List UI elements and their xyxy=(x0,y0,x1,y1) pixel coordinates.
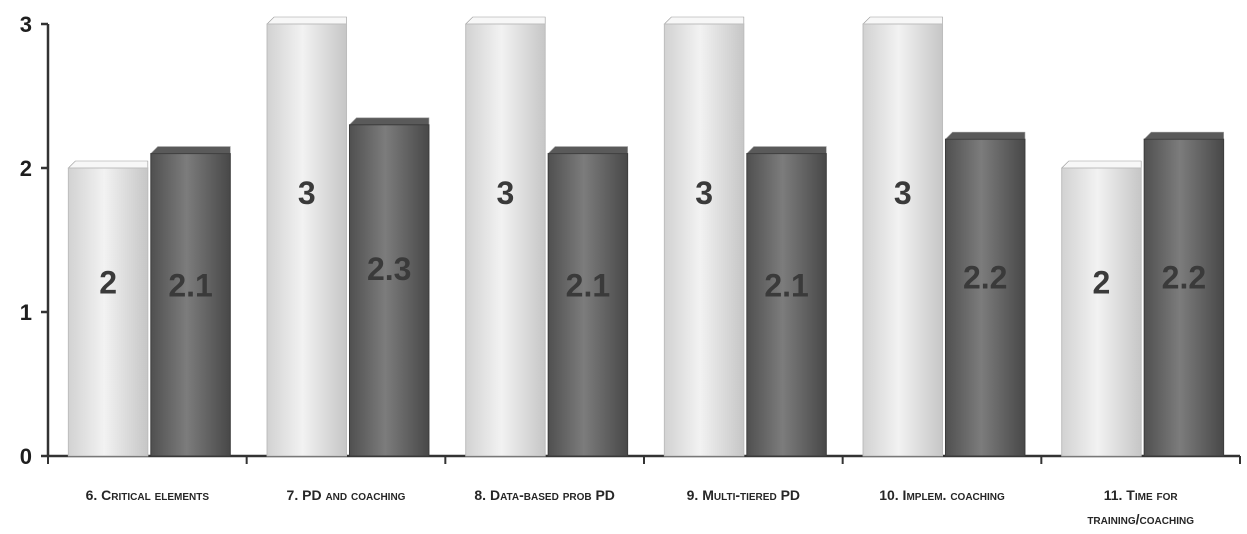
data-label: 3 xyxy=(894,175,912,211)
data-label: 2 xyxy=(1093,264,1111,300)
bar xyxy=(348,124,430,457)
bar-top xyxy=(464,16,546,25)
category-labels-group: 6. Critical elements 7. PD and coaching 8.… xyxy=(86,487,1195,527)
category-label: 9. Multi-tiered PD xyxy=(687,487,800,503)
bar xyxy=(465,23,546,457)
bar xyxy=(67,167,149,457)
data-label: 2.1 xyxy=(168,268,212,304)
bar xyxy=(266,23,348,457)
data-label: 2.1 xyxy=(566,268,610,304)
x-axis xyxy=(47,454,1241,464)
bar xyxy=(150,153,231,457)
bar xyxy=(1061,167,1142,457)
bar-top xyxy=(663,16,745,25)
bar-top xyxy=(1143,131,1224,140)
y-tick-label: 3 xyxy=(20,12,32,37)
data-label: 2 xyxy=(99,264,117,300)
bar-top xyxy=(150,146,231,154)
bar-top xyxy=(944,131,1026,140)
data-label: 2.2 xyxy=(1162,259,1206,295)
bar xyxy=(746,153,827,457)
bar-top xyxy=(746,146,827,154)
category-label: 6. Critical elements xyxy=(86,487,210,503)
y-tick-label: 2 xyxy=(20,156,32,181)
category-label: 11. Time for xyxy=(1104,487,1179,503)
bar-top xyxy=(67,160,149,169)
bar xyxy=(547,153,629,457)
y-tick-label: 0 xyxy=(20,444,32,469)
category-label: 7. PD and coaching xyxy=(287,487,406,503)
bar-top xyxy=(266,16,347,25)
bar xyxy=(944,138,1026,457)
bar-top xyxy=(547,146,628,154)
y-tick-label: 1 xyxy=(20,300,32,325)
data-labels-group: 2 2.1 3 2.3 3 2.1 3 2.1 3 2.2 2 2.2 xyxy=(99,175,1206,303)
bar-top xyxy=(348,117,430,126)
category-label: training/coaching xyxy=(1087,511,1194,527)
data-label: 2.2 xyxy=(963,259,1007,295)
data-label: 2.3 xyxy=(367,251,411,287)
bar xyxy=(663,23,745,457)
data-label: 3 xyxy=(695,175,713,211)
y-axis: 0 1 2 3 xyxy=(20,12,50,469)
category-label: 10. Implem. coaching xyxy=(879,487,1005,503)
data-label: 3 xyxy=(298,175,316,211)
category-label: 8. Data-based prob PD xyxy=(474,487,615,503)
bar-top xyxy=(862,16,943,25)
data-label: 3 xyxy=(497,175,515,211)
bar-top xyxy=(1060,160,1142,169)
data-label: 2.1 xyxy=(764,268,808,304)
bar xyxy=(862,23,944,457)
bar xyxy=(1143,138,1225,457)
bars-group xyxy=(67,16,1225,457)
